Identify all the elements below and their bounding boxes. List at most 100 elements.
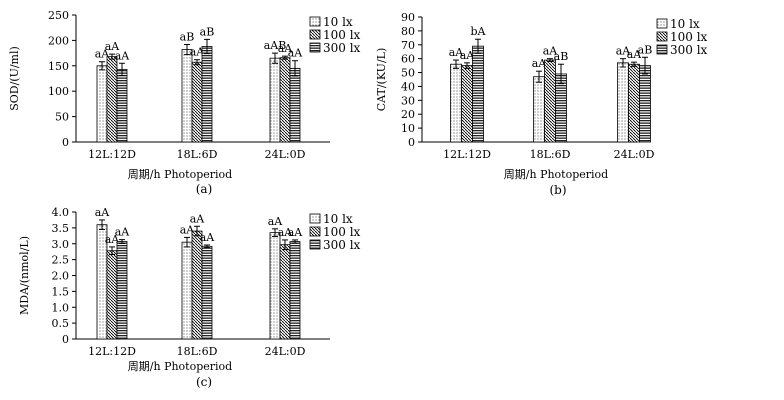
y-tick-label: 4.0 [52,206,70,219]
y-tick-label: 100 [48,85,69,98]
y-tick-label: 250 [48,9,69,22]
bar [96,65,108,143]
x-axis-label: 周期/h Photoperiod [504,168,608,181]
significance-label: aA [180,223,196,236]
chart-panel-b: 0102030405060708090CAT/(KU/L)12L:12DaAaA… [375,11,708,197]
y-tick-label: 50 [401,67,415,80]
significance-label: aA [268,215,284,228]
bar [201,46,213,143]
y-tick-label: 2.0 [52,270,70,283]
x-tick-label: 12L:12D [88,148,136,161]
bar [106,56,118,143]
legend-swatch [656,18,668,29]
legend-label: 300 lx [670,43,708,57]
significance-label: aA [449,46,465,59]
y-axis-label: CAT/(KU/L) [375,48,388,112]
legend-swatch [309,29,321,40]
y-tick-label: 90 [401,11,415,24]
x-tick-label: 18L:6D [177,148,218,161]
significance-label: aA [288,47,304,60]
legend-label: 100 lx [670,30,708,44]
y-axis-label: MDA/(nmol/L) [18,236,31,315]
y-tick-label: 30 [401,94,415,107]
significance-label: aA [288,226,304,239]
legend-swatch [309,226,321,237]
y-tick-label: 50 [55,111,69,124]
significance-label: aA [115,226,131,239]
significance-label: aA [105,233,121,246]
legend-label: 100 lx [323,225,361,239]
y-tick-label: 150 [48,60,69,73]
significance-label: aA [105,40,121,53]
y-tick-label: 0.5 [52,317,70,330]
y-tick-label: 1.5 [52,285,70,298]
y-tick-label: 0 [62,333,69,346]
significance-label: aA [278,226,294,239]
bar [639,65,651,143]
bar [279,244,291,340]
y-tick-label: 2.5 [52,254,70,267]
legend-label: 300 lx [323,41,361,55]
legend-label: 300 lx [323,238,361,252]
x-tick-label: 24L:0D [614,148,655,161]
significance-label: aB [638,43,653,56]
significance-label: aA [200,231,216,244]
x-tick-label: 12L:12D [88,345,136,358]
bar [617,62,629,143]
significance-label: aA [190,46,206,59]
significance-label: aB [200,25,215,38]
significance-label: aA [190,212,206,225]
y-tick-label: 60 [401,53,415,66]
bar [628,63,640,143]
significance-label: bA [471,25,487,38]
y-tick-label: 3.0 [52,238,70,251]
legend-label: 10 lx [323,212,353,226]
bar [533,76,545,143]
bar [116,68,128,143]
legend-swatch [309,16,321,27]
bar [116,241,128,340]
y-tick-label: 70 [401,39,415,52]
bar [269,57,281,143]
bar [279,57,291,143]
bar [269,232,281,340]
legend-label: 10 lx [323,15,353,29]
x-tick-label: 18L:6D [530,148,571,161]
y-tick-label: 0 [62,136,69,149]
x-tick-label: 18L:6D [177,345,218,358]
bar [472,45,484,143]
panel-caption: (c) [196,375,212,389]
x-axis-label: 周期/h Photoperiod [128,168,232,181]
bar [289,241,301,340]
bar [201,245,213,340]
x-tick-label: 24L:0D [265,345,306,358]
bar [191,61,203,143]
panel-caption: (a) [196,182,213,196]
bar [289,67,301,143]
legend-swatch [309,239,321,250]
y-tick-label: 10 [401,122,415,135]
bar [106,250,118,340]
chart-panel-c: 0 0.5 1.0 1.5 2.0 2.5 3.0 3.5 4.0 MDA/(nmol/L) 12L… [18,206,361,389]
bar [181,49,193,143]
legend-label: 100 lx [323,28,361,42]
significance-label: aA [95,206,111,219]
significance-label: aA [543,45,559,58]
significance-label: aA [627,48,643,61]
bar [544,59,556,143]
y-tick-label: 1.0 [52,301,70,314]
legend-swatch [309,42,321,53]
significance-label: aB [180,30,195,43]
bar [461,65,473,143]
x-tick-label: 12L:12D [443,148,491,161]
significance-label: aA [95,48,111,61]
y-axis-label: SOD/(U/ml) [8,46,21,111]
y-tick-label: 20 [401,108,415,121]
bar [191,230,203,340]
panel-caption: (b) [549,183,566,197]
legend-label: 10 lx [670,17,700,31]
y-tick-label: 0 [408,136,415,149]
significance-label: aA [115,49,131,62]
legend-swatch [656,31,668,42]
